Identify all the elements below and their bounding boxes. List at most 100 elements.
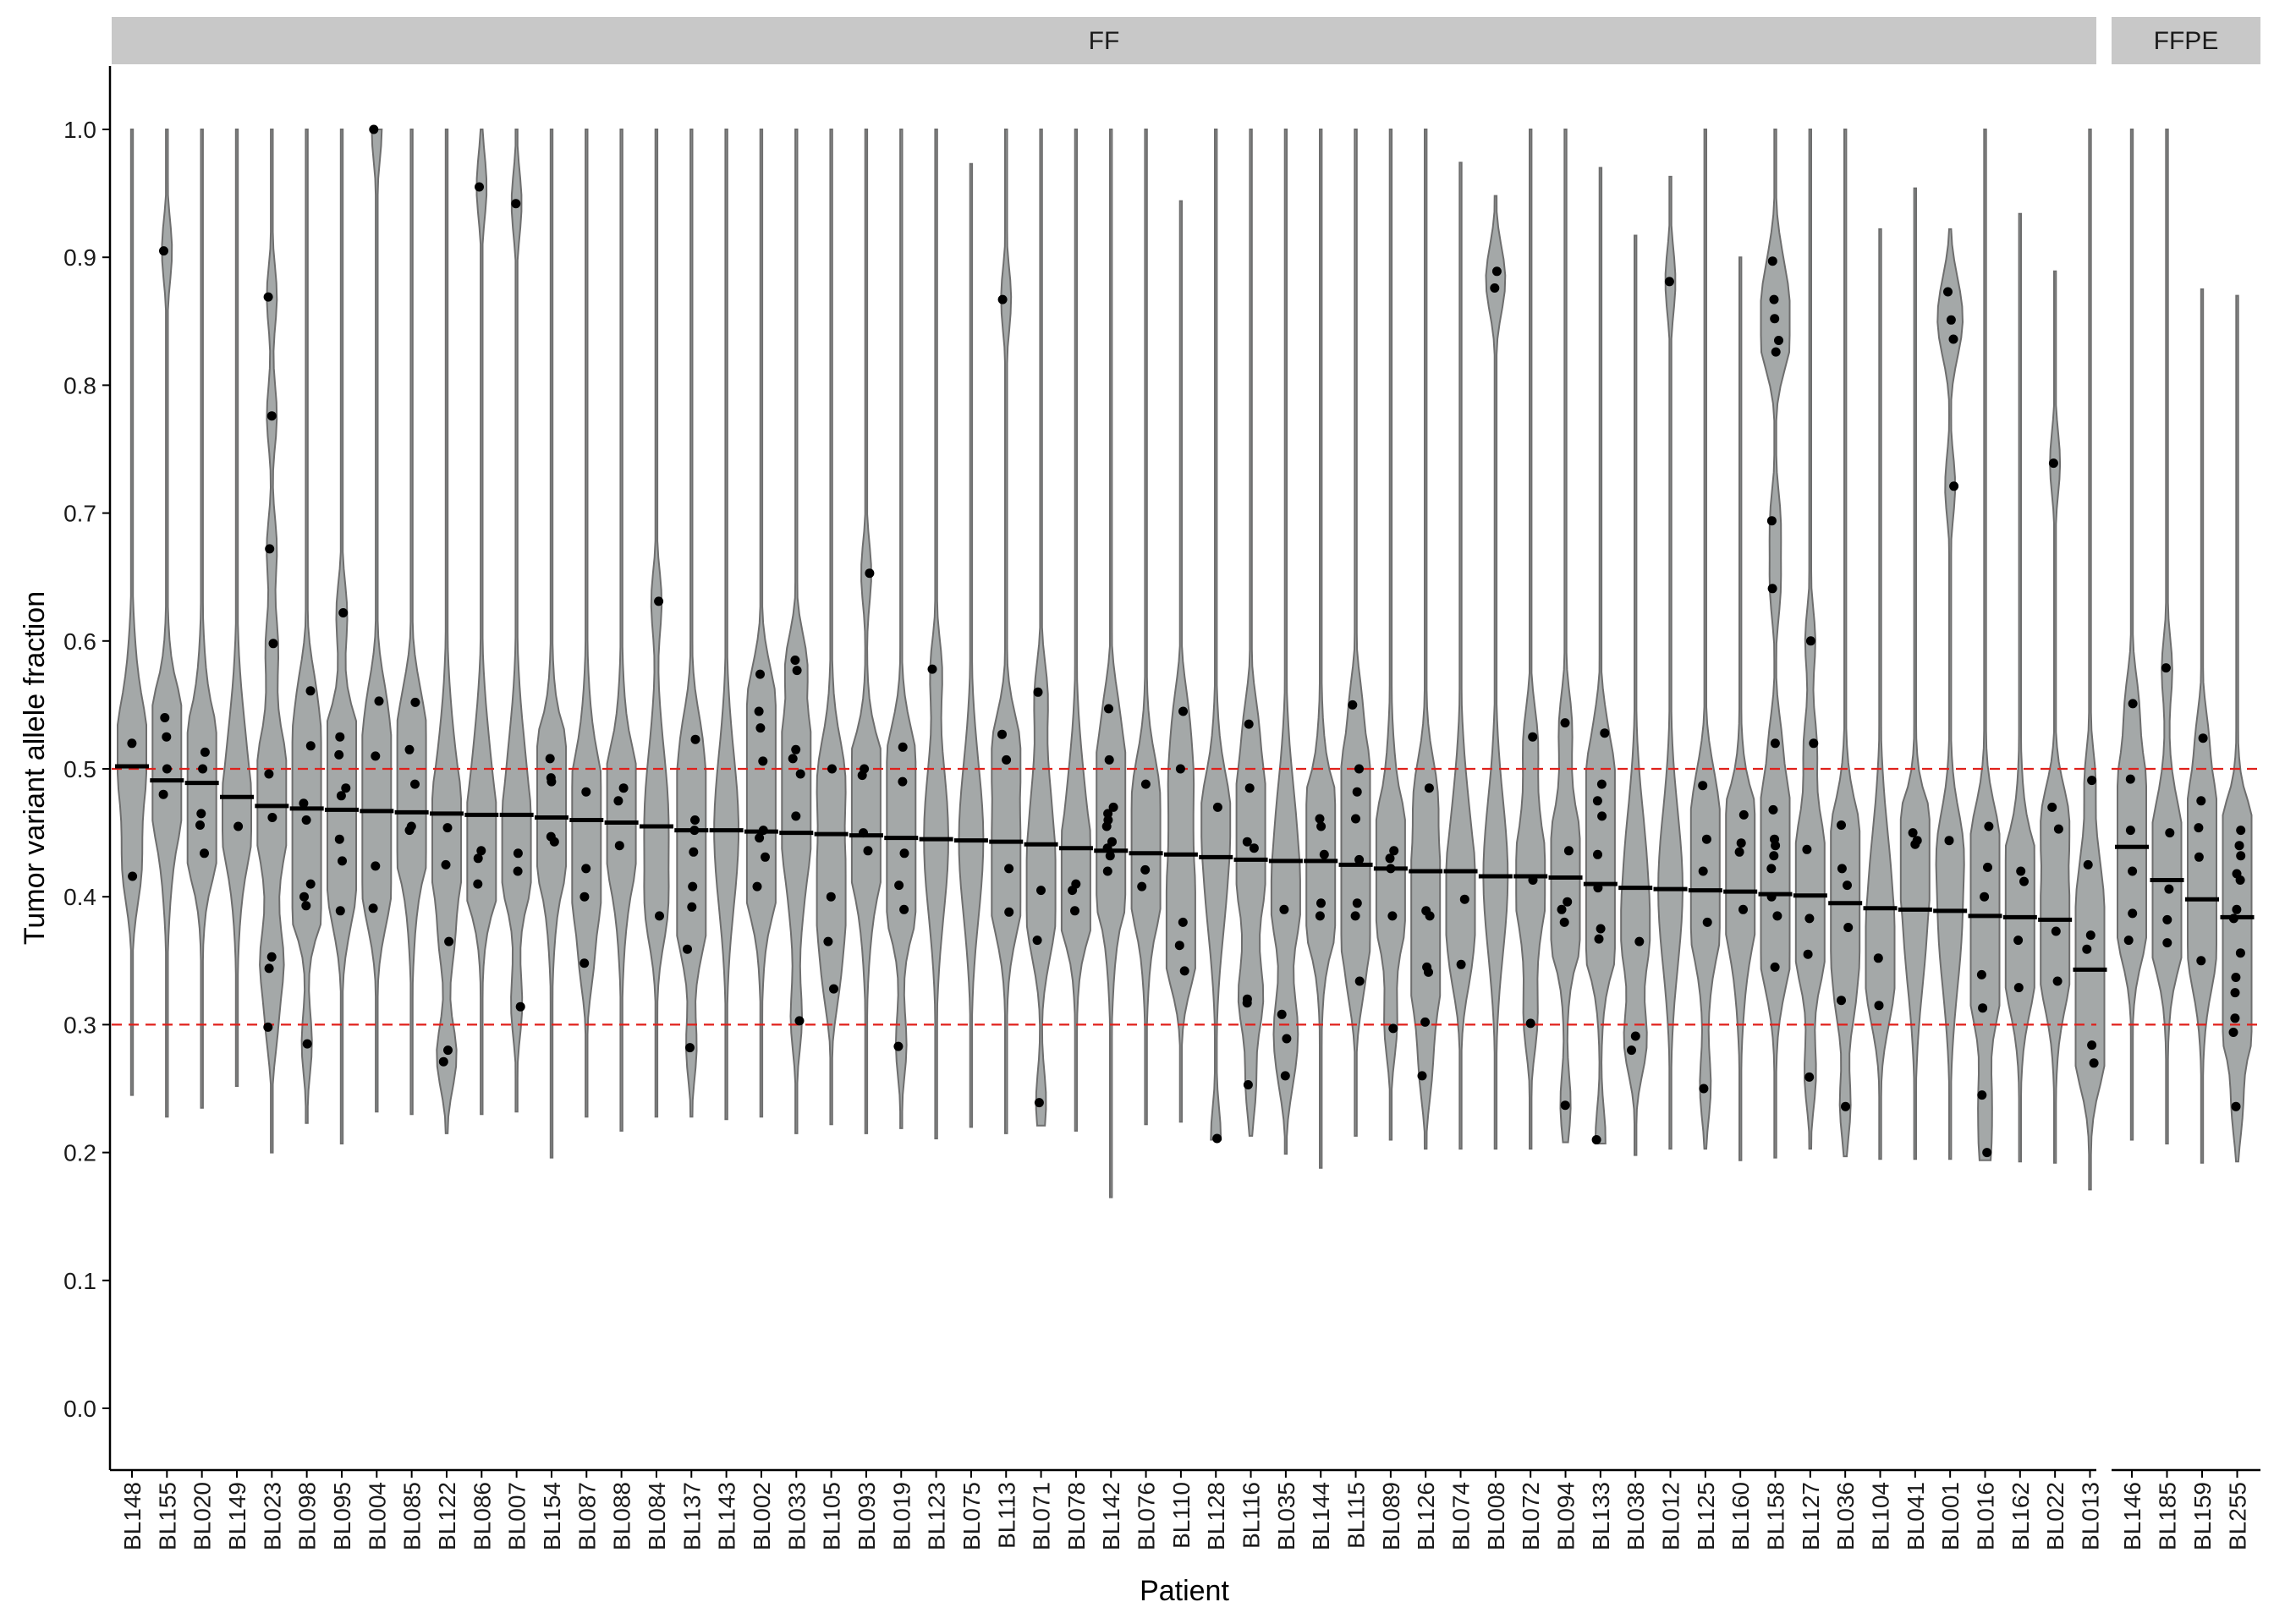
violin-bl007 [501,129,532,1113]
data-point [1032,935,1042,946]
data-point [2232,904,2242,914]
data-point [443,1045,453,1056]
data-point [1456,959,1466,969]
violin-bl038 [1620,234,1651,1156]
data-point [1949,481,1959,491]
violin-bl105 [816,129,847,1126]
data-point [755,833,765,843]
data-point [441,859,451,870]
data-point [263,1022,273,1032]
x-tick-label: BL072 [1518,1482,1544,1550]
data-point [1105,851,1115,861]
data-point [752,881,762,892]
data-point [444,936,454,946]
data-point [1596,924,1606,934]
violin-bl155 [151,129,183,1118]
data-point [264,769,274,779]
data-point [301,901,311,911]
data-point [2089,1058,2099,1068]
data-point [899,848,909,859]
data-point [1770,314,1780,324]
data-point [755,723,766,733]
data-point [2128,866,2138,876]
data-point [1389,846,1399,856]
data-point [2087,1040,2097,1051]
y-tick-label: 0.2 [63,1140,96,1166]
data-point [2196,796,2206,806]
data-point [2125,774,2135,784]
data-point [997,729,1007,739]
data-point [581,864,591,874]
x-tick-label: BL159 [2189,1482,2216,1550]
violin-bl074 [1445,162,1476,1150]
data-point [1736,838,1746,848]
data-point [1738,809,1749,820]
x-tick-label: BL098 [294,1482,321,1550]
violin-bl001 [1935,228,1965,1160]
data-point [336,791,346,801]
y-tick-label: 0.6 [63,628,96,655]
data-point [1319,849,1329,859]
data-point [2161,663,2171,673]
data-point [581,787,591,797]
data-point [1424,783,1434,793]
data-point [2235,948,2245,958]
data-point [1593,883,1603,893]
x-tick-label: BL086 [469,1482,495,1550]
data-point [1738,904,1748,914]
x-tick-label: BL023 [259,1482,285,1550]
violin-bl113 [991,129,1022,1134]
data-point [1242,998,1252,1008]
data-point [2052,976,2063,986]
data-point [305,879,316,889]
data-point [1102,843,1112,853]
data-point [1354,764,1364,774]
data-point [2019,876,2029,886]
x-tick-label: BL022 [2042,1482,2068,1550]
x-tick-label: BL113 [993,1482,1019,1549]
data-point [1766,892,1777,902]
data-point [1140,864,1151,875]
violin-bl110 [1165,200,1196,1123]
data-point [1769,851,1779,861]
data-point [338,608,349,617]
data-point [263,292,273,302]
y-tick-label: 0.7 [63,501,96,527]
data-point [2125,826,2135,836]
data-point [513,866,523,876]
y-axis-title: Tumor variant allele fraction [19,591,51,945]
data-point [334,749,344,760]
data-point [857,771,867,781]
data-point [265,544,275,554]
data-point [476,846,486,856]
violin-bl084 [643,129,670,1118]
y-tick-label: 0.5 [63,756,96,782]
x-tick-label: BL154 [539,1482,565,1550]
data-point [545,754,555,764]
violin-bl078 [1060,129,1091,1132]
x-tick-label: BL007 [504,1482,530,1550]
data-point [1627,1045,1636,1056]
data-point [1036,886,1046,896]
data-point [334,834,344,844]
data-point [438,1056,448,1067]
data-point [791,744,801,754]
data-point [1948,334,1958,344]
data-point [1212,802,1222,812]
data-point [1591,1135,1601,1144]
x-tick-label: BL020 [190,1482,216,1550]
violin-bl185 [2151,129,2183,1144]
data-point [368,903,378,914]
axes: BL148 BL155 BL020 BL149 BL023 BL098 BL095 BL004… [63,66,2260,1550]
x-tick-label: BL155 [154,1482,180,1550]
violin-bl087 [571,129,602,1118]
data-point [1843,923,1854,932]
violin-bl033 [781,129,812,1134]
data-point [2230,988,2240,998]
x-tick-label: BL105 [819,1482,845,1550]
x-tick-label: BL094 [1553,1482,1579,1550]
data-point [266,952,277,962]
median-layer [115,764,2255,972]
data-point [2162,914,2172,924]
data-point [1874,1001,1884,1011]
